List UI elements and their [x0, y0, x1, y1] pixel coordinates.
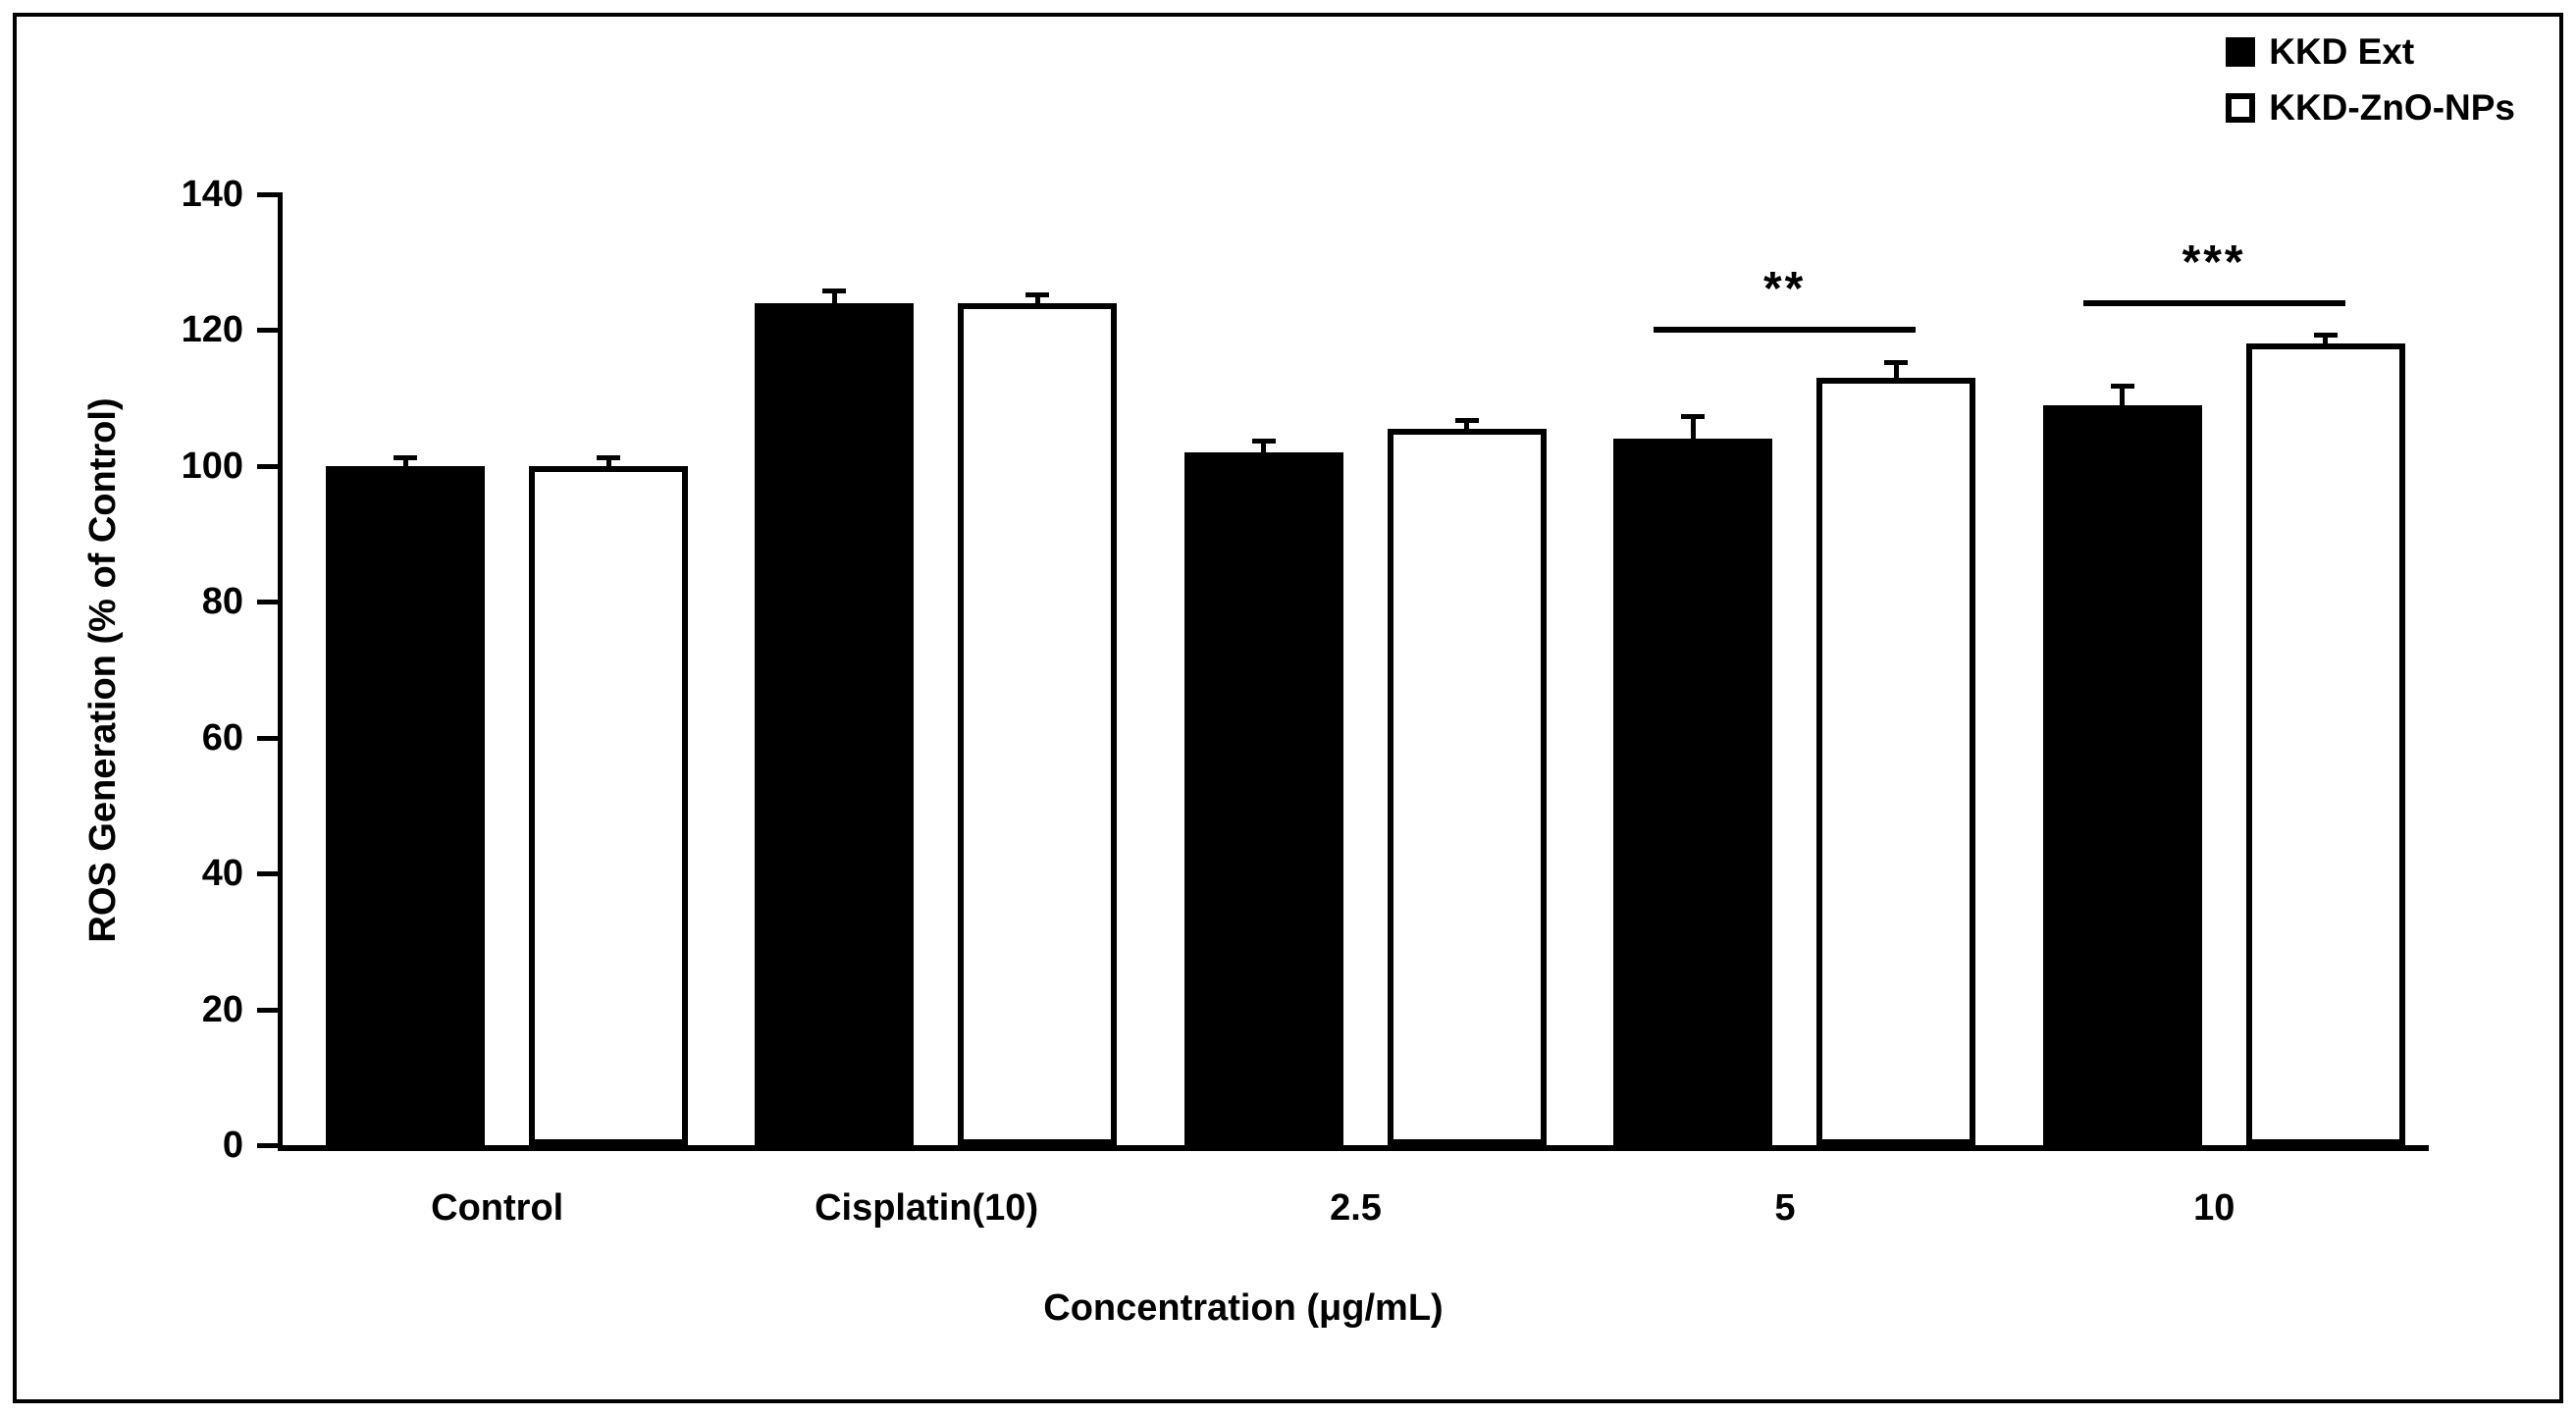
error-bar-cap — [1025, 291, 1050, 297]
y-axis-tick — [257, 328, 283, 334]
error-bar-cap — [1251, 438, 1276, 444]
error-bar-cap — [1681, 414, 1706, 420]
x-category-label: 10 — [2193, 1187, 2235, 1229]
y-axis-tick — [257, 463, 283, 469]
bar-kkd-zno-nps-5 — [1816, 377, 1976, 1145]
error-bar-cap — [1884, 360, 1909, 366]
x-category-label: Control — [431, 1187, 564, 1229]
x-category-label: 5 — [1774, 1187, 1796, 1229]
y-tick-label: 20 — [201, 988, 243, 1030]
y-axis-title: ROS Generation (% of Control) — [82, 397, 124, 943]
bar-kkd-zno-nps-10 — [2245, 343, 2405, 1145]
error-bar-stem — [1893, 364, 1899, 378]
y-axis-tick — [257, 1143, 283, 1148]
y-tick-label: 40 — [201, 853, 243, 895]
legend-label: KKD-ZnO-NPs — [2269, 87, 2515, 128]
error-bar-cap — [394, 454, 417, 460]
bar-kkd-ext-5 — [1613, 439, 1773, 1145]
legend-item-kkd-zno-nps: KKD-ZnO-NPs — [2226, 89, 2515, 126]
y-tick-label: 140 — [181, 174, 243, 215]
y-axis-tick — [257, 735, 283, 741]
y-tick-label: 100 — [181, 445, 243, 487]
error-bar-stem — [402, 458, 408, 466]
x-axis-title: Concentration (μg/mL) — [1043, 1287, 1444, 1329]
significance-line — [2082, 299, 2345, 306]
error-bar-stem — [831, 292, 837, 303]
error-bar-cap — [2110, 384, 2134, 390]
error-bar-cap — [822, 288, 847, 294]
y-tick-label: 0 — [222, 1125, 243, 1166]
x-category-label: 2.5 — [1330, 1187, 1382, 1229]
error-bar-stem — [2323, 337, 2329, 344]
y-axis-tick — [257, 600, 283, 605]
error-bar-stem — [1464, 421, 1470, 429]
bar-kkd-ext-10 — [2042, 404, 2202, 1145]
significance-asterisks: *** — [2182, 236, 2246, 288]
filled-black-square-icon — [2226, 36, 2256, 67]
error-bar-cap — [1454, 417, 1479, 423]
y-axis-tick — [257, 192, 283, 197]
y-axis-tick — [257, 1007, 283, 1013]
bar-kkd-zno-nps-2.5 — [1387, 428, 1547, 1145]
bar-kkd-zno-nps-cisplatin-10- — [958, 302, 1118, 1145]
bar-kkd-zno-nps-control — [529, 465, 688, 1145]
significance-line — [1654, 327, 1917, 334]
x-category-label: Cisplatin(10) — [815, 1187, 1039, 1229]
legend: KKD Ext KKD-ZnO-NPs — [2226, 33, 2515, 126]
y-tick-label: 80 — [201, 581, 243, 623]
bar-kkd-ext-2.5 — [1183, 452, 1343, 1145]
error-bar-stem — [1034, 295, 1040, 303]
error-bar-stem — [1690, 418, 1696, 440]
legend-label: KKD Ext — [2269, 31, 2415, 72]
y-axis-line — [278, 192, 283, 1151]
error-bar-stem — [605, 458, 611, 466]
y-axis-tick — [257, 871, 283, 877]
error-bar-stem — [2120, 388, 2126, 405]
bar-kkd-ext-control — [326, 465, 485, 1145]
x-axis-line — [278, 1145, 2429, 1151]
legend-item-kkd-ext: KKD Ext — [2226, 33, 2414, 70]
significance-asterisks: ** — [1763, 263, 1807, 316]
bar-kkd-ext-cisplatin-10- — [755, 302, 915, 1145]
y-tick-label: 120 — [181, 309, 243, 351]
error-bar-stem — [1261, 442, 1267, 452]
figure-frame — [13, 13, 2563, 1403]
error-bar-cap — [597, 454, 620, 460]
error-bar-cap — [2313, 333, 2338, 339]
open-square-icon — [2226, 92, 2256, 123]
y-tick-label: 60 — [201, 716, 243, 759]
